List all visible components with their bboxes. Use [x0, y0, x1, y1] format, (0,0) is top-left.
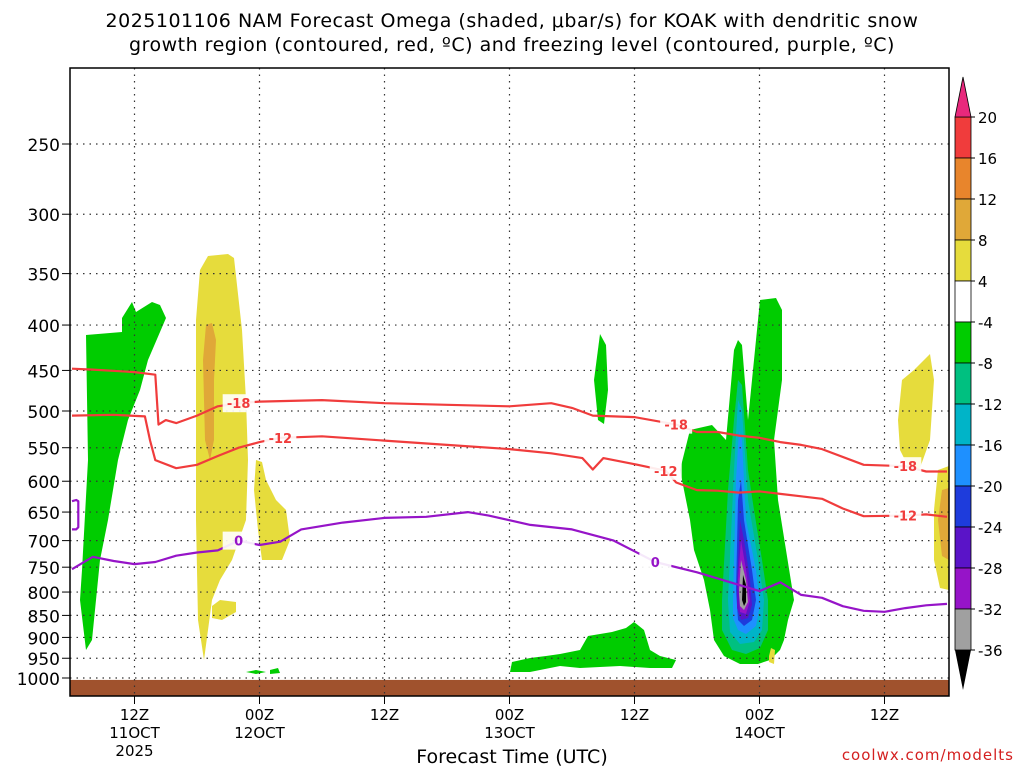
- contour-label: 0: [651, 556, 660, 571]
- omega-region-edge-orange: [938, 488, 949, 560]
- contour-label: 0: [234, 535, 243, 550]
- contour-label-bg: [660, 415, 693, 434]
- x-tick-year: 2025: [115, 742, 153, 760]
- contour-label-bg: [264, 428, 297, 447]
- contour-label: -12: [269, 432, 293, 447]
- y-tick-label: 500: [28, 403, 60, 423]
- colorbar-bin: [954, 444, 972, 487]
- colorbar-label: -12: [978, 396, 1003, 414]
- contour-12-line: [71, 413, 948, 518]
- omega-region-11oct-green: [80, 302, 166, 650]
- contour-label: -12: [894, 510, 918, 525]
- credit-text: coolwx.com/modelts: [841, 746, 1014, 764]
- chart-title-line1: 2025101106 NAM Forecast Omega (shaded, μ…: [105, 10, 919, 32]
- colorbar-label: -24: [978, 519, 1003, 537]
- colorbar-bottom-arrow: [955, 650, 971, 690]
- x-tick-label: 12Z: [620, 706, 649, 724]
- contour-label-bg: [222, 394, 255, 413]
- colorbar-bin: [954, 362, 972, 405]
- colorbar-label: 16: [978, 150, 997, 168]
- y-tick-label: 900: [28, 629, 60, 649]
- y-tick-label: 350: [28, 266, 60, 286]
- y-tick-label: 750: [28, 559, 60, 579]
- omega-region-14oct-right-yellow: [898, 354, 934, 470]
- colorbar-top-arrow: [954, 76, 972, 118]
- contour-label: -18: [664, 419, 688, 434]
- colorbar-bin: [954, 608, 972, 651]
- contour-18-line: [71, 367, 947, 473]
- contour-label: -18: [894, 460, 918, 475]
- x-tick-label: 00Z: [245, 706, 274, 724]
- contour-label-bg: [222, 531, 255, 550]
- y-tick-label: 400: [28, 317, 60, 337]
- contour-label: -18: [227, 397, 251, 412]
- colorbar-bin: [954, 567, 972, 610]
- colorbar-bin: [954, 116, 972, 159]
- contour-0-line: [71, 511, 948, 613]
- contour-label-bg: [639, 553, 672, 572]
- omega-region-14oct-small-yellow: [769, 648, 775, 664]
- colorbar-bin: [954, 403, 972, 446]
- x-tick-date: 13OCT: [484, 724, 535, 742]
- y-tick-label: 800: [28, 584, 60, 604]
- x-tick-date: 11OCT: [109, 724, 160, 742]
- y-tick-label: 550: [28, 440, 60, 460]
- chart-title-line2: growth region (contoured, red, ºC) and f…: [129, 34, 895, 56]
- y-tick-label: 700: [28, 533, 60, 553]
- colorbar-bin: [954, 239, 972, 282]
- x-tick-label: 00Z: [495, 706, 524, 724]
- contour-label-bg: [889, 506, 922, 525]
- colorbar-label: -20: [978, 478, 1003, 496]
- y-tick-label: 850: [28, 607, 60, 627]
- y-tick-label: 950: [28, 650, 60, 670]
- y-tick-label: 300: [28, 206, 60, 226]
- contour-0side-line: [71, 498, 80, 531]
- x-tick-date: 14OCT: [734, 724, 785, 742]
- colorbar-bin: [954, 157, 972, 200]
- colorbar-bin: [954, 198, 972, 241]
- y-tick-label: 250: [28, 136, 60, 156]
- colorbar-label: -36: [978, 642, 1003, 660]
- colorbar-label: -32: [978, 601, 1003, 619]
- contour-label-bg: [649, 461, 682, 480]
- y-tick-label: 600: [28, 473, 60, 493]
- colorbar-label: 12: [978, 191, 997, 209]
- y-tick-label: 450: [28, 362, 60, 382]
- colorbar-bin: [954, 485, 972, 528]
- colorbar-label: -28: [978, 560, 1003, 578]
- x-tick-label: 12Z: [370, 706, 399, 724]
- x-tick-label: 00Z: [745, 706, 774, 724]
- omega-region-13oct-low-green: [510, 622, 676, 672]
- contour-label-bg: [889, 457, 922, 476]
- omega-region-small-green-left2: [270, 668, 280, 674]
- omega-region-14oct-black: [742, 575, 746, 606]
- x-tick-date: 12OCT: [234, 724, 285, 742]
- colorbar-bin: [954, 280, 972, 323]
- colorbar-label: -16: [978, 437, 1003, 455]
- omega-region-12oct-yellow: [196, 254, 248, 660]
- omega-region-small-yellow: [212, 600, 236, 620]
- contour-label: -12: [654, 465, 678, 480]
- colorbar-label: 4: [978, 273, 988, 291]
- x-tick-label: 12Z: [120, 706, 149, 724]
- x-axis-title: Forecast Time (UTC): [416, 746, 608, 768]
- terrain-fill: [70, 679, 949, 696]
- y-tick-label: 1000: [17, 670, 60, 690]
- colorbar-label: -4: [978, 314, 993, 332]
- omega-region-12oct-orange: [203, 323, 216, 460]
- colorbar-bin: [954, 321, 972, 364]
- omega-region-small-green-left: [246, 670, 266, 674]
- omega-region-13oct-small-green: [594, 334, 608, 424]
- colorbar-label: -8: [978, 355, 993, 373]
- colorbar-label: 8: [978, 232, 988, 250]
- omega-region-12oct-lower-yellow: [254, 460, 290, 560]
- colorbar-bin: [954, 526, 972, 569]
- x-tick-label: 12Z: [870, 706, 899, 724]
- y-tick-label: 650: [28, 504, 60, 524]
- colorbar-label: 20: [978, 109, 997, 127]
